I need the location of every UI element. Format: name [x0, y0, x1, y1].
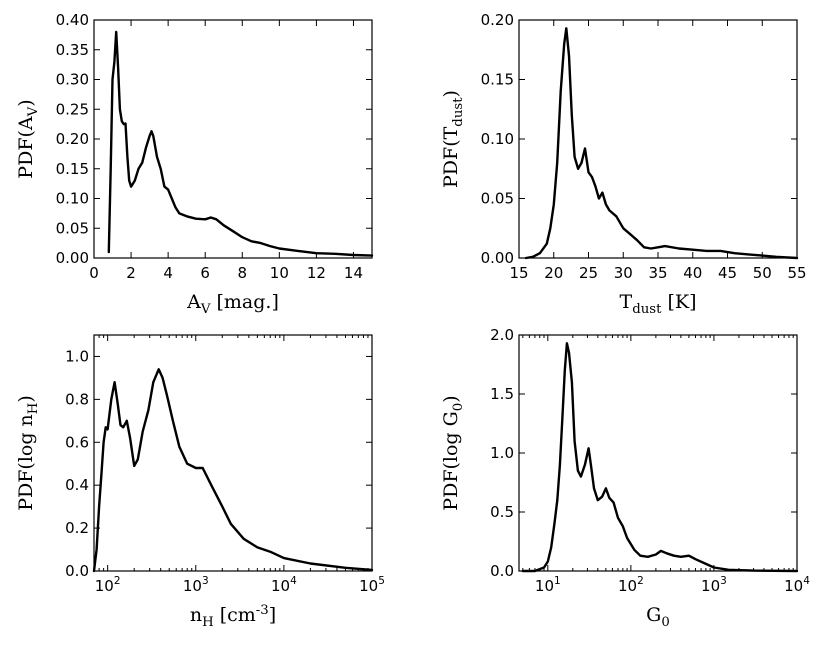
x-tick-label: 10: [270, 264, 289, 282]
x-tick-label: 25: [579, 264, 598, 282]
x-tick-label: 104: [784, 575, 810, 595]
plot-frame: [93, 19, 373, 259]
x-axis-label: nH [cm-3]: [190, 603, 276, 630]
y-tick-label: 0.6: [65, 433, 89, 451]
y-tick-label: 2.0: [490, 326, 514, 344]
plot-frame: [93, 334, 373, 572]
y-tick-label: 1.0: [65, 347, 89, 365]
y-axis-label: PDF(log G0): [440, 395, 466, 510]
panel-g0: 101 102 103 104 0.0 0.5 1.0 1.5 2.0 G0 PDF(log G0): [440, 326, 810, 630]
y-tick-label: 0.15: [56, 160, 89, 178]
x-tick-label: 55: [787, 264, 806, 282]
y-axis-label: PDF(Tdust): [440, 90, 466, 188]
x-tick-label: 15: [509, 264, 528, 282]
y-axis-label: PDF(AV): [15, 99, 41, 178]
y-tick-label: 0.35: [56, 41, 89, 59]
y-tick-label: 0.00: [56, 249, 89, 267]
plot-frame: [518, 19, 798, 259]
x-tick-label: 102: [618, 575, 644, 595]
y-tick-label: 0.10: [481, 130, 514, 148]
panel-nh: 102 103 104 105 0.0 0.2 0.4 0.6 0.8 1.0 nH [cm-3] P…: [15, 334, 385, 630]
y-tick-label: 1.5: [490, 385, 514, 403]
x-tick-label: 102: [95, 575, 121, 595]
y-tick-label: 0.05: [56, 219, 89, 237]
x-tick-label: 105: [359, 575, 385, 595]
y-tick-label: 0.5: [490, 503, 514, 521]
x-tick-label: 4: [163, 264, 173, 282]
y-tick-label: 0.05: [481, 190, 514, 208]
y-tick-label: 0.00: [481, 249, 514, 267]
y-tick-label: 0.0: [65, 562, 89, 580]
series-line-nh: [92, 368, 374, 573]
y-tick-label: 1.0: [490, 444, 514, 462]
x-tick-label: 104: [271, 575, 297, 595]
x-tick-label: 14: [344, 264, 363, 282]
x-tick-label: 35: [648, 264, 667, 282]
x-tick-label: 40: [683, 264, 702, 282]
x-tick-label: 8: [237, 264, 247, 282]
y-tick-label: 0.0: [490, 562, 514, 580]
y-tick-label: 0.10: [56, 190, 89, 208]
y-tick-label: 0.40: [56, 11, 89, 29]
y-tick-label: 0.20: [56, 130, 89, 148]
x-axis-label: Tdust [K]: [620, 291, 697, 317]
y-axis-label: PDF(log nH): [15, 395, 41, 511]
x-tick-label: 20: [544, 264, 563, 282]
x-axis-label: AV [mag.]: [186, 291, 279, 317]
x-tick-label: 30: [614, 264, 633, 282]
x-tick-label: 2: [126, 264, 136, 282]
x-tick-label: 103: [183, 575, 209, 595]
y-tick-label: 0.8: [65, 390, 89, 408]
y-tick-label: 0.15: [481, 71, 514, 89]
x-tick-label: 50: [753, 264, 772, 282]
x-tick-label: 101: [535, 575, 561, 595]
y-tick-label: 0.2: [65, 519, 89, 537]
x-tick-label: 12: [307, 264, 326, 282]
y-tick-label: 0.25: [56, 100, 89, 118]
x-tick-label: 0: [89, 264, 99, 282]
y-tick-label: 0.4: [65, 476, 89, 494]
x-axis-label: G0: [646, 604, 670, 630]
series-line-tdust: [524, 27, 799, 260]
x-tick-label: 103: [701, 575, 727, 595]
panel-av: 0 2 4 6 8 10 12 14 0.00 0.05 0.10 0.15 0.20 0.25 0.30 0…: [15, 11, 374, 317]
series-line-g0: [521, 342, 799, 573]
y-tick-label: 0.30: [56, 71, 89, 89]
panel-tdust: 15 20 25 30 35 40 45 50 55 0.00 0.05 0.10 0.15 0.20 Td…: [440, 11, 807, 317]
series-line-av: [107, 30, 374, 257]
y-tick-label: 0.20: [481, 11, 514, 29]
x-tick-label: 6: [200, 264, 210, 282]
x-tick-label: 45: [718, 264, 737, 282]
